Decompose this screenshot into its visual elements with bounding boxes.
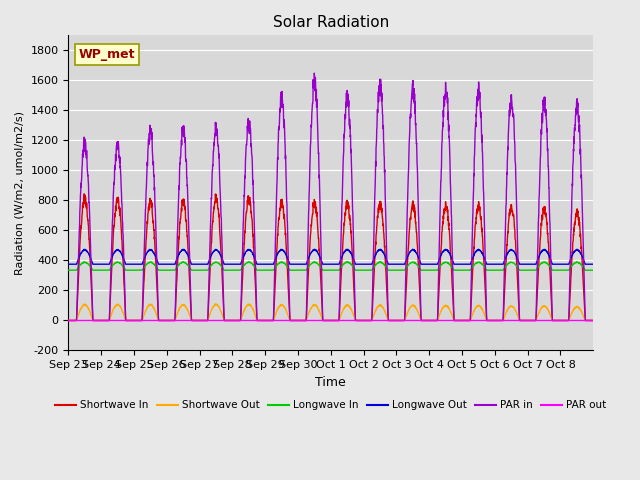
Title: Solar Radiation: Solar Radiation bbox=[273, 15, 389, 30]
X-axis label: Time: Time bbox=[316, 376, 346, 389]
Legend: Shortwave In, Shortwave Out, Longwave In, Longwave Out, PAR in, PAR out: Shortwave In, Shortwave Out, Longwave In… bbox=[51, 396, 611, 415]
Text: WP_met: WP_met bbox=[79, 48, 136, 61]
Y-axis label: Radiation (W/m2, umol/m2/s): Radiation (W/m2, umol/m2/s) bbox=[15, 111, 25, 275]
